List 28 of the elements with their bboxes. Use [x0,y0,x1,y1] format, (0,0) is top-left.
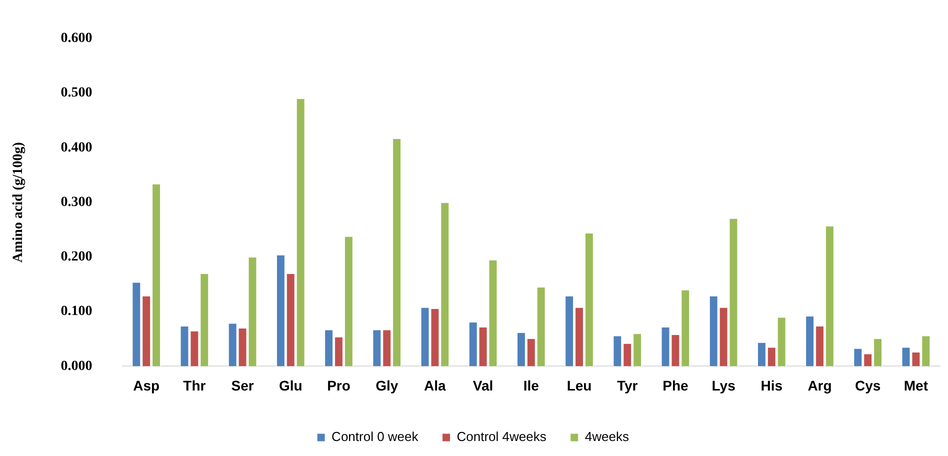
legend-label: Control 0 week [332,429,419,444]
x-tick-label: Gly [376,377,398,394]
x-tick-label: Ser [231,377,254,394]
y-axis-title: Amino acid (g/100g) [11,142,26,263]
y-tick-label: 0.600 [60,31,92,46]
x-tick-label: His [760,377,783,394]
y-tick-label: 0.500 [60,86,92,101]
y-tick-label: 0.000 [60,358,92,374]
legend-label: Control 4weeks [456,429,547,444]
x-tick-label: Met [904,377,928,394]
x-tick-label: Leu [566,377,592,394]
y-tick-label: 0.100 [60,304,92,320]
y-tick-label: 0.300 [60,194,92,210]
x-tick-label: Ala [424,377,446,394]
x-tick-label: Glu [278,377,302,394]
x-tick-label: Asp [133,377,160,394]
x-tick-label: Lys [712,377,736,394]
x-tick-label: Val [472,377,494,394]
y-tick-label: 0.400 [60,140,92,156]
x-tick-label: Thr [183,377,206,394]
x-tick-label: Ile [523,377,540,394]
x-tick-label: Arg [808,377,832,394]
x-tick-label: Tyr [616,377,638,394]
x-tick-label: Cys [855,377,881,394]
legend-label: 4weeks [584,429,630,444]
x-tick-label: Phe [662,377,688,394]
y-tick-label: 0.200 [60,250,92,265]
x-tick-label: Pro [327,377,350,394]
